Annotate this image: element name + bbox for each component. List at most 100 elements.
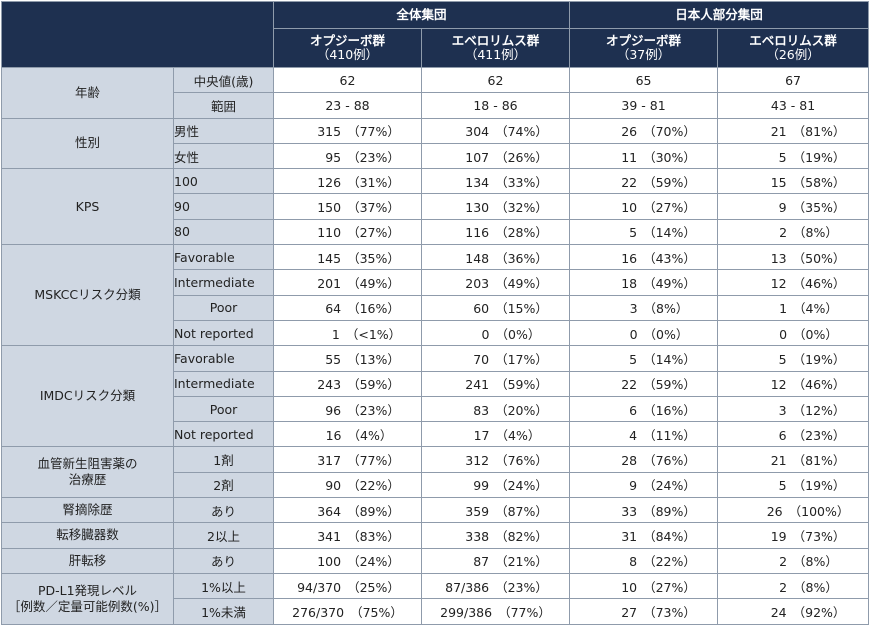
value-count: 23 - 88 xyxy=(325,97,370,113)
value-count: 87 xyxy=(473,554,490,570)
subcategory-label: 男性 xyxy=(173,117,274,144)
value-count: 3 xyxy=(629,301,638,317)
category-label: PD-L1発現レベル ［例数／定量可能例数(%)］ xyxy=(1,572,174,625)
subcategory-label: 範囲 xyxy=(173,92,274,119)
value-cell: 13 （50%） xyxy=(717,244,869,271)
value-cell: 22 （59%） xyxy=(569,370,719,397)
value-percent: （23%） xyxy=(495,579,548,595)
value-percent: （19%） xyxy=(792,351,846,367)
value-count: 6 xyxy=(778,427,787,443)
table-header: 全体集団 日本人部分集団 オプジーボ群 （410例） エベロリムス群 （411例… xyxy=(1,1,869,68)
value-percent: （4%） xyxy=(347,427,393,443)
value-count: 276/370 xyxy=(292,604,345,620)
value-percent: （19%） xyxy=(792,478,846,494)
column-name: エベロリムス群 xyxy=(451,33,540,48)
column-n: （37例） xyxy=(616,47,671,62)
value-count: 2 xyxy=(779,225,788,241)
value-cell: 10 （27%） xyxy=(569,193,719,220)
subcategory-label: Favorable xyxy=(173,244,274,271)
value-cell: 95 （23%） xyxy=(273,142,422,170)
value-cell: 145 （35%） xyxy=(273,244,422,271)
value-percent: （11%） xyxy=(643,427,696,443)
value-percent: （33%） xyxy=(495,174,548,190)
value-cell: 203 （49%） xyxy=(420,269,571,296)
subcategory-label: Intermediate xyxy=(173,370,274,397)
value-percent: （26%） xyxy=(495,149,548,165)
value-cell: 96 （23%） xyxy=(273,395,422,423)
value-percent: （89%） xyxy=(643,503,696,519)
value-count: 0 xyxy=(481,326,490,342)
subcategory-label: 1%未満 xyxy=(173,598,274,625)
value-percent: （14%） xyxy=(643,225,696,241)
value-count: 96 xyxy=(325,402,342,418)
subcategory-label: 90 xyxy=(173,193,274,220)
value-cell: 62 xyxy=(273,66,422,94)
value-cell: 5 （19%） xyxy=(717,345,869,372)
subcategory-label: 1%以上 xyxy=(173,572,274,600)
value-percent: （23%） xyxy=(792,427,846,443)
value-percent: （0%） xyxy=(495,326,541,342)
value-cell: 21 （81%） xyxy=(717,117,869,144)
table-row: 1%未満 276/370 （75%） 299/386 （77%） 27 （73%） 24 （92… xyxy=(2,598,869,625)
subcategory-label: あり xyxy=(173,547,274,574)
table-row: Poor 64 （16%） 60 （15%） 3 （8%） 1 （4%） xyxy=(2,294,869,321)
value-count: 87/386 xyxy=(445,579,490,595)
value-percent: （59%） xyxy=(643,174,696,190)
value-cell: 15 （58%） xyxy=(717,168,869,195)
table-row: 性別 男性 315 （77%） 304 （74%） 26 （70%） 21 （81%） xyxy=(1,117,869,170)
value-count: 21 xyxy=(770,124,787,140)
value-count: 60 xyxy=(473,301,490,317)
value-count: 364 xyxy=(317,503,342,519)
value-count: 1 xyxy=(779,301,788,317)
value-percent: （<1%） xyxy=(345,326,402,342)
column-n: （410例） xyxy=(316,47,379,62)
value-cell: 1 （<1%） xyxy=(273,319,422,347)
value-count: 359 xyxy=(465,503,490,519)
table-row: 転移臓器数 2以上 341 （83%） 338 （82%） 31 （84%） 19 （73%） xyxy=(1,522,869,549)
value-count: 148 xyxy=(465,250,490,266)
value-cell: 2 （8%） xyxy=(717,547,869,574)
value-percent: （58%） xyxy=(792,174,846,190)
value-percent: （0%） xyxy=(643,326,689,342)
value-count: 5 xyxy=(778,149,787,165)
value-cell: 201 （49%） xyxy=(273,269,422,296)
value-count: 126 xyxy=(317,174,342,190)
value-count: 17 xyxy=(473,427,490,443)
table-row: 血管新生阻害薬の 治療歴 1剤 317 （77%） 312 （76%） 28 （76%） 21 （8… xyxy=(1,446,869,499)
value-count: 5 xyxy=(629,351,638,367)
value-percent: （28%） xyxy=(495,225,548,241)
value-percent: （23%） xyxy=(347,149,400,165)
value-percent: （24%） xyxy=(643,478,696,494)
value-percent: （25%） xyxy=(347,579,400,595)
value-cell: 5 （19%） xyxy=(717,142,869,170)
value-cell: 341 （83%） xyxy=(273,522,422,549)
value-count: 26 xyxy=(621,124,638,140)
subcategory-label: 中央値(歳) xyxy=(173,66,274,94)
category-label-text: KPS xyxy=(75,198,100,214)
category-label: IMDCリスク分類 xyxy=(1,345,174,448)
value-cell: 18 （49%） xyxy=(569,269,719,296)
value-count: 95 xyxy=(325,149,342,165)
value-percent: （21%） xyxy=(495,554,548,570)
value-percent: （12%） xyxy=(792,402,846,418)
value-cell: 4 （11%） xyxy=(569,421,719,448)
category-label: 転移臓器数 xyxy=(1,522,174,549)
value-cell: 17 （4%） xyxy=(420,421,571,448)
table-row: 80 110 （27%） 116 （28%） 5 （14%） 2 （8%） xyxy=(2,218,869,246)
value-count: 70 xyxy=(473,351,490,367)
value-count: 100 xyxy=(317,554,342,570)
value-cell: 359 （87%） xyxy=(420,497,571,524)
value-percent: （77%） xyxy=(498,604,551,620)
value-cell: 338 （82%） xyxy=(420,522,571,549)
value-percent: （73%） xyxy=(643,604,696,620)
value-percent: （27%） xyxy=(643,579,696,595)
value-percent: （84%） xyxy=(643,528,696,544)
value-cell: 0 （0%） xyxy=(420,319,571,347)
value-cell: 55 （13%） xyxy=(273,345,422,372)
value-percent: （27%） xyxy=(643,200,696,216)
value-count: 10 xyxy=(621,579,638,595)
value-percent: （24%） xyxy=(495,478,548,494)
category-label-text: 血管新生阻害薬の xyxy=(37,456,138,472)
subcategory-label: Not reported xyxy=(173,421,274,448)
subcategory-label: Poor xyxy=(173,395,274,423)
